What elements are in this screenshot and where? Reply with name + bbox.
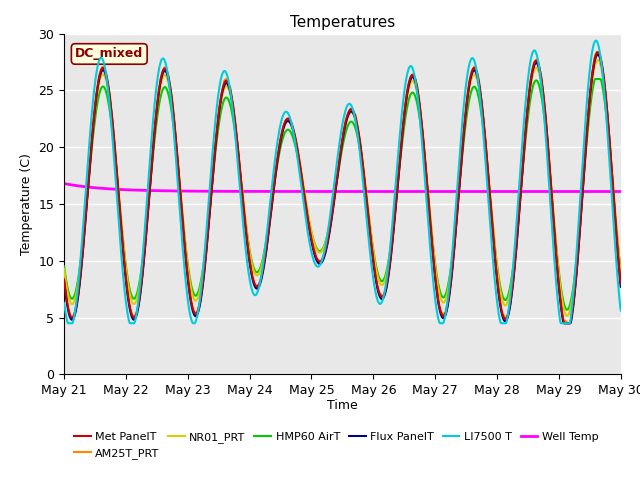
Text: DC_mixed: DC_mixed — [75, 48, 143, 60]
Legend: Met PanelT, AM25T_PRT, NR01_PRT, HMP60 AirT, Flux PanelT, LI7500 T, Well Temp: Met PanelT, AM25T_PRT, NR01_PRT, HMP60 A… — [70, 428, 603, 463]
Y-axis label: Temperature (C): Temperature (C) — [20, 153, 33, 255]
Title: Temperatures: Temperatures — [290, 15, 395, 30]
X-axis label: Time: Time — [327, 398, 358, 411]
